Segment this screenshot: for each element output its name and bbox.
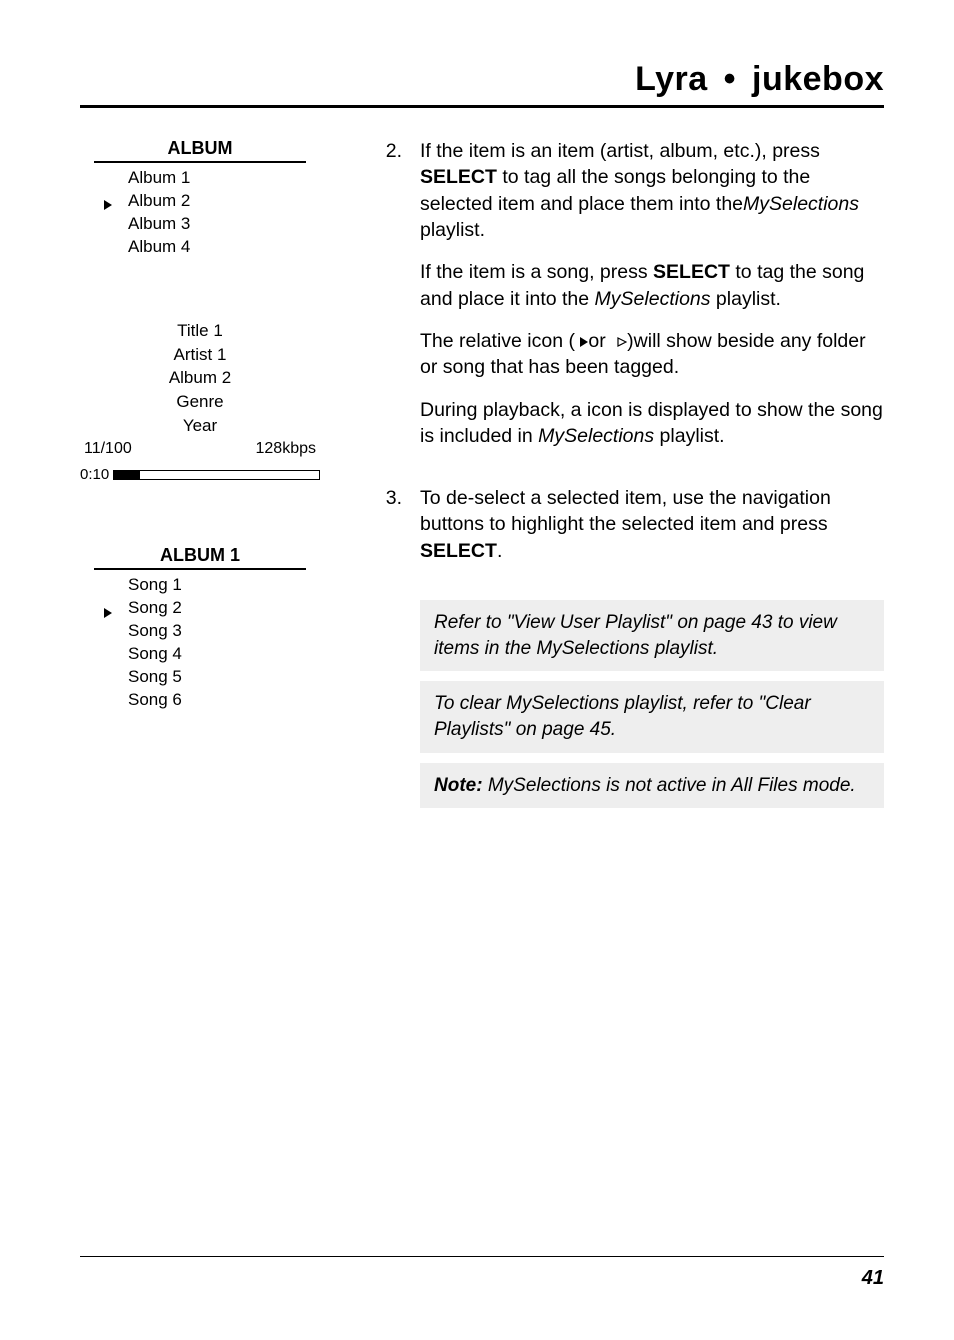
list-item: Album 3 — [80, 213, 320, 236]
step3-para1: To de-select a selected item, use the na… — [420, 485, 884, 564]
step2-para1: If the item is an item (artist, album, e… — [420, 138, 884, 243]
brand-text: Lyra — [635, 60, 708, 98]
list-item: Album 4 — [80, 236, 320, 259]
step2-para3: The relative icon ( or )will show beside… — [420, 328, 884, 381]
step2-para4: During playback, a icon is displayed to … — [420, 397, 884, 450]
list-item: Song 2 — [80, 597, 320, 620]
screen-title: ALBUM 1 — [94, 545, 306, 570]
np-year: Year — [80, 414, 320, 438]
list-item: Song 5 — [80, 666, 320, 689]
step-number: 3. — [378, 485, 402, 580]
note-3: Note: MySelections is not active in All … — [420, 763, 884, 809]
separator-dot: • — [724, 60, 736, 98]
progress-fill — [114, 470, 140, 480]
progress-track — [113, 470, 320, 480]
device-screen-now-playing: Title 1 Artist 1 Album 2 Genre Year 11/1… — [80, 319, 320, 485]
list-item: Song 6 — [80, 689, 320, 712]
device-screen-song-list: ALBUM 1 Song 1 Song 2 Song 3 Song 4 Song… — [80, 545, 320, 712]
page-header: Lyra • jukebox — [80, 60, 884, 108]
note-2: To clear MySelections playlist, refer to… — [420, 681, 884, 752]
tag-outline-icon — [617, 337, 627, 347]
np-genre: Genre — [80, 390, 320, 414]
header-title: Lyra • jukebox — [635, 60, 884, 99]
list-item: Album 2 — [80, 190, 320, 213]
np-album: Album 2 — [80, 366, 320, 390]
list-item: Album 1 — [80, 167, 320, 190]
list-item: Song 1 — [80, 574, 320, 597]
product-text: jukebox — [752, 60, 884, 98]
np-title: Title 1 — [80, 319, 320, 343]
np-artist: Artist 1 — [80, 343, 320, 367]
np-bitrate: 128kbps — [256, 438, 317, 460]
instruction-step-2: 2. If the item is an item (artist, album… — [378, 138, 884, 465]
note-1: Refer to "View User Playlist" on page 43… — [420, 600, 884, 671]
page-footer: 41 — [80, 1256, 884, 1290]
list-item: Song 4 — [80, 643, 320, 666]
step-number: 2. — [378, 138, 402, 465]
device-screen-album-list: ALBUM Album 1 Album 2 Album 3 Album 4 — [80, 138, 320, 259]
list-item: Song 3 — [80, 620, 320, 643]
np-time: 0:10 — [80, 464, 109, 485]
step2-para2: If the item is a song, press SELECT to t… — [420, 259, 884, 312]
notes-block: Refer to "View User Playlist" on page 43… — [420, 600, 884, 808]
np-track: 11/100 — [84, 438, 132, 460]
instruction-step-3: 3. To de-select a selected item, use the… — [378, 485, 884, 580]
progress-bar: 0:10 — [80, 464, 320, 485]
page-number: 41 — [862, 1267, 884, 1289]
screen-title: ALBUM — [94, 138, 306, 163]
